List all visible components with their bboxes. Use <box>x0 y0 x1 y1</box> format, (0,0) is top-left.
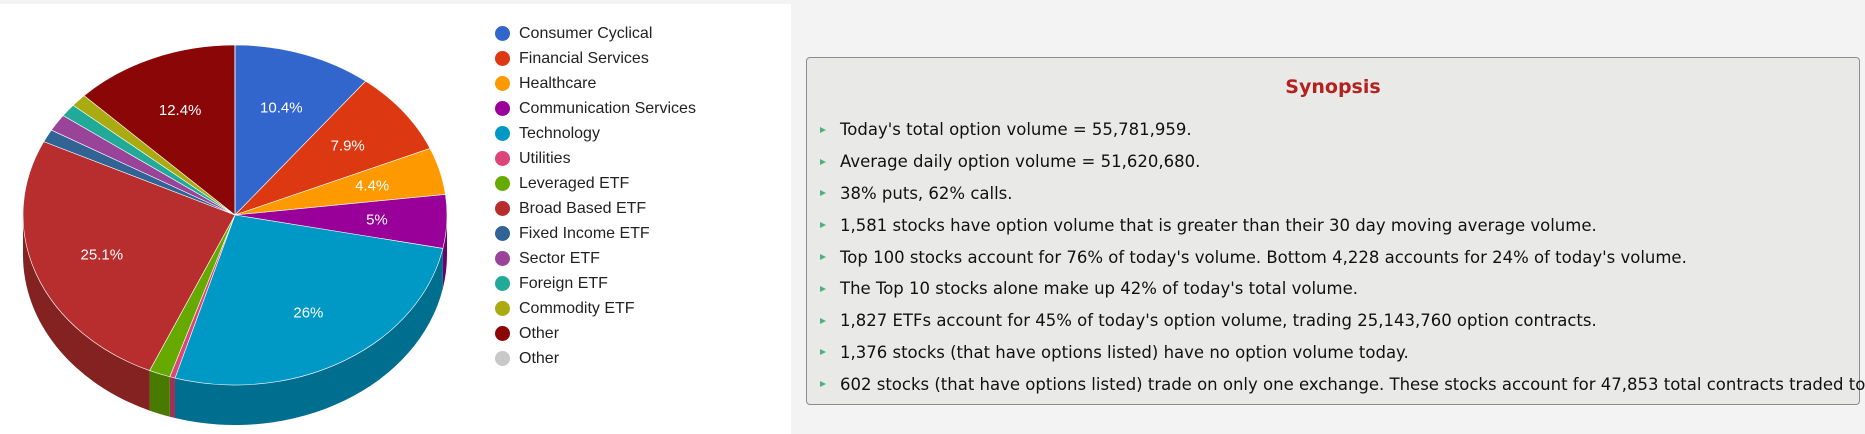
legend-entry[interactable]: Communication Services <box>495 96 696 121</box>
chart-panel: 10.4% 7.9% 4.4% 5% 26% 25.1% 12.4% Consumer Cy… <box>0 4 791 434</box>
synopsis-title: Synopsis <box>1285 76 1381 98</box>
legend-swatch <box>495 351 510 366</box>
legend-entry[interactable]: Broad Based ETF <box>495 196 696 221</box>
legend-swatch <box>495 126 510 141</box>
legend-swatch <box>495 176 510 191</box>
legend-label: Commodity ETF <box>519 299 635 317</box>
synopsis-item-text: Top 100 stocks account for 76% of today'… <box>840 247 1687 267</box>
legend-entry[interactable]: Foreign ETF <box>495 271 696 296</box>
legend-entry[interactable]: Financial Services <box>495 46 696 71</box>
legend-swatch <box>495 26 510 41</box>
synopsis-item-text: Average daily option volume = 51,620,680… <box>840 152 1201 172</box>
pie-data-label: 25.1% <box>81 247 124 264</box>
legend-entry[interactable]: Fixed Income ETF <box>495 221 696 246</box>
legend-label: Communication Services <box>519 99 696 117</box>
pie-data-label: 5% <box>366 211 388 228</box>
pie-slice-side <box>174 248 443 425</box>
legend-entry[interactable]: Other <box>495 321 696 346</box>
bullet-icon <box>820 190 826 197</box>
legend-label: Foreign ETF <box>519 274 608 292</box>
synopsis-item-text: 1,581 stocks have option volume that is … <box>840 215 1597 235</box>
synopsis-item-text: 1,376 stocks (that have options listed) … <box>840 342 1409 362</box>
pie-slice-labels: 10.4% 7.9% 4.4% 5% 26% 25.1% 12.4% <box>81 99 390 321</box>
legend-label: Healthcare <box>519 74 597 92</box>
legend-swatch <box>495 201 510 216</box>
synopsis-item: Today's total option volume = 55,781,959… <box>820 114 1865 146</box>
legend-label: Other <box>519 349 560 367</box>
legend-swatch <box>495 151 510 166</box>
pie-data-label: 10.4% <box>260 99 303 116</box>
synopsis-item-text: The Top 10 stocks alone make up 42% of t… <box>840 279 1358 299</box>
legend-entry[interactable]: Technology <box>495 121 696 146</box>
synopsis-item: 602 stocks (that have options listed) tr… <box>820 368 1865 400</box>
bullet-icon <box>820 285 826 292</box>
bullet-icon <box>820 222 826 229</box>
pie-slice-side <box>169 376 175 419</box>
legend-swatch <box>495 301 510 316</box>
pie-slice[interactable] <box>22 141 236 371</box>
synopsis-item: Top 100 stocks account for 76% of today'… <box>820 241 1865 273</box>
legend-label: Sector ETF <box>519 249 600 267</box>
legend-label: Broad Based ETF <box>519 199 647 217</box>
synopsis-item: The Top 10 stocks alone make up 42% of t… <box>820 273 1865 305</box>
bullet-icon <box>820 317 826 324</box>
chart-legend: Consumer Cyclical Financial Services Healt… <box>495 21 696 371</box>
legend-swatch <box>495 101 510 116</box>
synopsis-item-text: 602 stocks (that have options listed) tr… <box>840 374 1865 394</box>
bullet-icon <box>820 254 826 261</box>
legend-entry[interactable]: Consumer Cyclical <box>495 21 696 46</box>
synopsis-item: 1,376 stocks (that have options listed) … <box>820 337 1865 369</box>
legend-label: Consumer Cyclical <box>519 24 653 42</box>
legend-swatch <box>495 51 510 66</box>
synopsis-item-text: 1,827 ETFs account for 45% of today's op… <box>840 311 1597 331</box>
synopsis-item: 1,581 stocks have option volume that is … <box>820 209 1865 241</box>
pie-data-label: 12.4% <box>159 102 202 119</box>
pie-slice-side <box>23 215 150 411</box>
legend-swatch <box>495 276 510 291</box>
synopsis-item-text: 38% puts, 62% calls. <box>840 183 1013 203</box>
synopsis-item-text: Today's total option volume = 55,781,959… <box>840 120 1192 140</box>
legend-entry[interactable]: Sector ETF <box>495 246 696 271</box>
legend-label: Utilities <box>519 149 571 167</box>
pie-slice[interactable] <box>83 44 236 216</box>
pie-slices <box>22 44 448 386</box>
synopsis-list: Today's total option volume = 55,781,959… <box>820 114 1865 400</box>
bullet-icon <box>820 349 826 356</box>
synopsis-panel: Synopsis Today's total option volume = 5… <box>806 57 1865 405</box>
legend-swatch <box>495 226 510 241</box>
pie-data-label: 4.4% <box>355 178 389 195</box>
pie-slice[interactable] <box>174 214 444 386</box>
legend-entry[interactable]: Leveraged ETF <box>495 171 696 196</box>
pie-data-label: 26% <box>293 305 323 322</box>
legend-entry[interactable]: Commodity ETF <box>495 296 696 321</box>
bullet-icon <box>820 158 826 165</box>
pie-chart: 10.4% 7.9% 4.4% 5% 26% 25.1% 12.4% <box>22 44 448 425</box>
legend-swatch <box>495 76 510 91</box>
legend-entry[interactable]: Other <box>495 346 696 371</box>
pie-slice[interactable] <box>234 44 367 216</box>
bullet-icon <box>820 126 826 133</box>
synopsis-item: 1,827 ETFs account for 45% of today's op… <box>820 305 1865 337</box>
pie-data-label: 7.9% <box>331 138 365 155</box>
pie-slice-side <box>149 370 170 417</box>
synopsis-item: 38% puts, 62% calls. <box>820 178 1865 210</box>
synopsis-item: Average daily option volume = 51,620,680… <box>820 146 1865 178</box>
legend-label: Leveraged ETF <box>519 174 630 192</box>
pie-side-walls <box>23 215 447 425</box>
legend-label: Technology <box>519 124 600 142</box>
bullet-icon <box>820 381 826 388</box>
pie-slice[interactable] <box>234 80 431 216</box>
legend-label: Financial Services <box>519 49 649 67</box>
legend-entry[interactable]: Healthcare <box>495 71 696 96</box>
legend-label: Other <box>519 324 560 342</box>
legend-swatch <box>495 326 510 341</box>
legend-swatch <box>495 251 510 266</box>
legend-label: Fixed Income ETF <box>519 224 650 242</box>
legend-entry[interactable]: Utilities <box>495 146 696 171</box>
